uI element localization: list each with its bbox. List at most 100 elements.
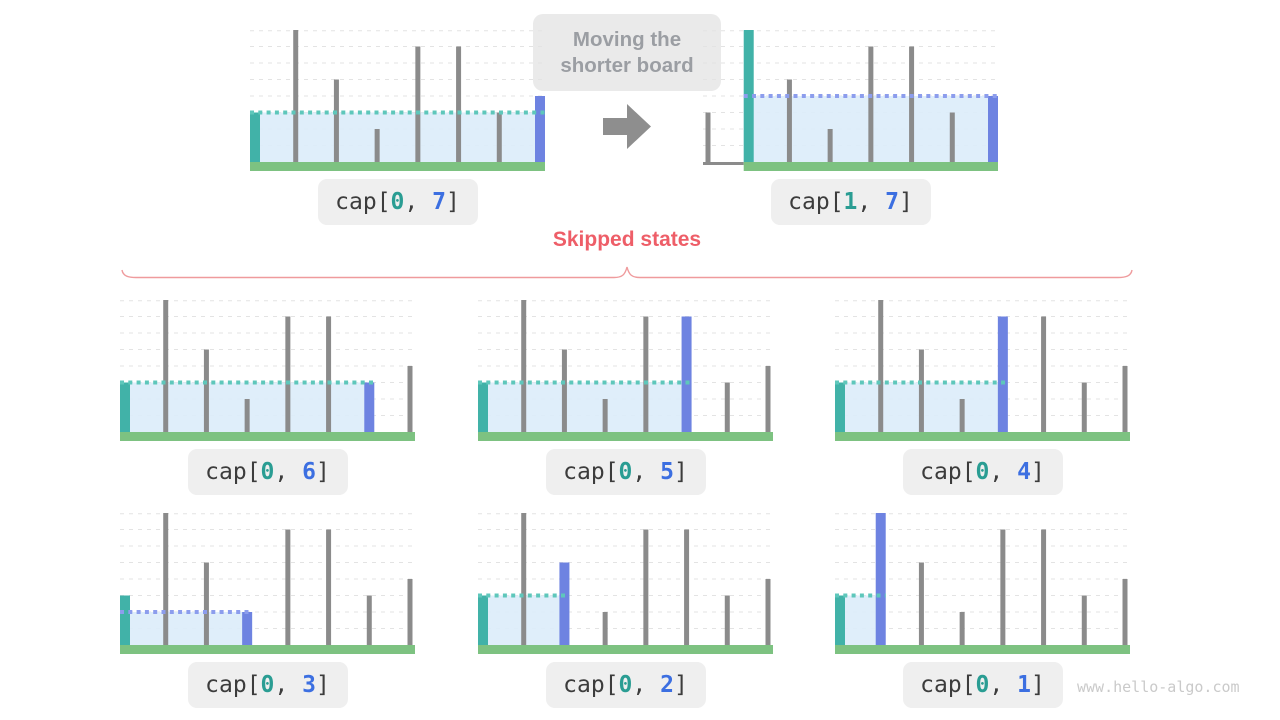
- container-chart-svg: [478, 513, 773, 654]
- board-bar: [407, 366, 413, 432]
- cap-label: cap[0, 7]: [317, 179, 478, 225]
- state-figure-cap-0-4: cap[0, 4]: [835, 300, 1130, 495]
- badge-line-1: Moving the: [572, 27, 682, 51]
- right-board-bar: [535, 96, 545, 162]
- right-board-bar: [559, 562, 570, 645]
- state-figure-cap-0-5: cap[0, 5]: [478, 300, 773, 495]
- outside-floor: [703, 162, 744, 165]
- board-bar: [918, 349, 924, 432]
- left-board-bar: [120, 382, 130, 432]
- board-bar: [521, 513, 527, 645]
- cap-label-suffix: ]: [1030, 459, 1045, 485]
- cap-label-prefix: cap[: [920, 459, 976, 485]
- cap-left-index: 0: [390, 189, 405, 215]
- container-base: [120, 645, 415, 654]
- board-bar: [918, 562, 924, 645]
- board-bar: [1081, 382, 1087, 432]
- cap-label-suffix: ]: [673, 672, 688, 698]
- cap-label-sep: ,: [857, 189, 886, 215]
- board-bar: [949, 112, 955, 162]
- board-bar: [1000, 529, 1006, 645]
- cap-label-suffix: ]: [315, 672, 330, 698]
- board-bar: [724, 382, 730, 432]
- skipped-states-brace: [120, 260, 1134, 290]
- board-bar: [521, 300, 527, 432]
- cap-label-sep: ,: [632, 672, 661, 698]
- right-board-bar: [364, 382, 375, 432]
- board-bar: [959, 399, 965, 432]
- board-bar: [1122, 579, 1128, 645]
- state-figure-cap-0-1: cap[0, 1]: [835, 513, 1130, 708]
- container-base: [835, 645, 1130, 654]
- right-arrow-svg: [603, 104, 651, 149]
- board-bar: [765, 366, 771, 432]
- board-bar: [1122, 366, 1128, 432]
- right-board-bar: [242, 612, 253, 645]
- cap-label: cap[0, 3]: [187, 662, 348, 708]
- container-chart-svg: [478, 300, 773, 441]
- board-bar: [1041, 529, 1047, 645]
- board-bar: [602, 399, 608, 432]
- board-bar: [293, 30, 299, 162]
- board-bar: [374, 129, 380, 162]
- right-arrow-icon: [603, 104, 652, 150]
- board-bar: [366, 595, 372, 645]
- board-bar: [878, 300, 884, 432]
- board-bar: [909, 46, 915, 162]
- cap-label-suffix: ]: [1030, 672, 1045, 698]
- board-bar: [724, 595, 730, 645]
- cap-label-sep: ,: [274, 672, 303, 698]
- cap-label-suffix: ]: [673, 459, 688, 485]
- board-bar: [684, 529, 690, 645]
- state-figure-cap-0-2: cap[0, 2]: [478, 513, 773, 708]
- cap-right-index: 6: [302, 459, 316, 485]
- board-bar: [496, 112, 502, 162]
- container-chart-svg: [250, 30, 545, 171]
- state-figure-cap-0-3: cap[0, 3]: [120, 513, 415, 708]
- board-bar: [203, 562, 209, 645]
- brace-svg: [121, 266, 1133, 279]
- board-bar: [602, 612, 608, 645]
- state-figure-cap-1-7: cap[1, 7]: [703, 30, 998, 225]
- water-fill: [250, 112, 545, 162]
- cap-left-index: 0: [260, 672, 275, 698]
- board-bar: [868, 46, 874, 162]
- right-board-bar: [875, 513, 886, 645]
- cap-label-suffix: ]: [898, 189, 913, 215]
- badge-line-2: shorter board: [560, 53, 694, 77]
- board-bar: [643, 316, 649, 432]
- board-bar: [1081, 595, 1087, 645]
- board-bar: [407, 579, 413, 645]
- container-base: [835, 432, 1130, 441]
- container-base: [743, 162, 998, 171]
- board-bar: [285, 529, 291, 645]
- cap-left-index: 1: [843, 189, 858, 215]
- cap-left-index: 0: [975, 672, 990, 698]
- cap-label-suffix: ]: [315, 459, 330, 485]
- board-bar: [163, 513, 169, 645]
- container-chart-svg: [703, 30, 998, 171]
- water-fill: [120, 612, 253, 645]
- container-base: [478, 645, 773, 654]
- container-chart-svg: [835, 513, 1130, 654]
- board-bar: [561, 349, 567, 432]
- cap-label-suffix: ]: [445, 189, 460, 215]
- cap-label-sep: ,: [632, 459, 661, 485]
- cap-label: cap[0, 1]: [902, 662, 1063, 708]
- cap-label: cap[0, 6]: [187, 449, 348, 495]
- board-bar: [163, 300, 169, 432]
- board-bar: [959, 612, 965, 645]
- water-fill: [478, 382, 692, 432]
- cap-right-index: 5: [660, 459, 674, 485]
- cap-right-index: 7: [885, 189, 899, 215]
- cap-label: cap[0, 2]: [545, 662, 706, 708]
- cap-label-prefix: cap[: [563, 459, 619, 485]
- cap-label-prefix: cap[: [920, 672, 976, 698]
- right-board-bar: [681, 316, 692, 432]
- left-board-bar: [835, 382, 845, 432]
- cap-label-prefix: cap[: [205, 672, 261, 698]
- cap-right-index: 3: [302, 672, 316, 698]
- left-board-bar: [478, 595, 488, 645]
- board-bar: [705, 112, 711, 162]
